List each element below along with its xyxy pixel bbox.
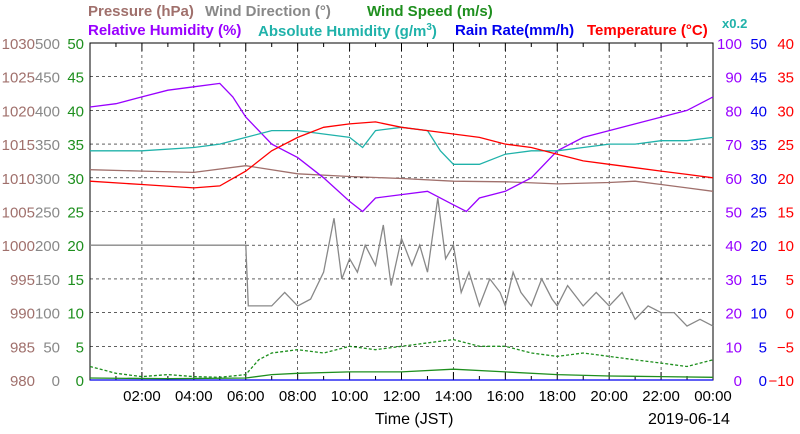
- y-tick-label-rh: 100: [717, 36, 742, 53]
- y-tick-label-pressure: 1005: [2, 205, 35, 222]
- y-tick-label-rain: 35: [750, 137, 767, 154]
- y-tick-label-wind-dir: 200: [35, 238, 60, 255]
- x-tick-label: 02:00: [123, 388, 161, 405]
- x-tick-label: 20:00: [590, 388, 628, 405]
- y-tick-label-rain: 20: [750, 238, 767, 255]
- y-tick-label-wind-dir: 150: [35, 272, 60, 289]
- y-tick-label-temp: 20: [777, 171, 794, 188]
- y-tick-label-rh: 40: [725, 238, 742, 255]
- y-tick-label-wind-speed: 35: [67, 137, 84, 154]
- y-tick-label-wind-dir: 350: [35, 137, 60, 154]
- y-tick-label-wind-speed: 20: [67, 238, 84, 255]
- y-tick-label-wind-speed: 30: [67, 171, 84, 188]
- y-tick-label-rh: 30: [725, 272, 742, 289]
- x-tick-label: 18:00: [538, 388, 576, 405]
- legend-absolute-humidity: Absolute Humidity (g/m3): [258, 22, 437, 40]
- y-tick-label-temp: 35: [777, 70, 794, 87]
- legend-relative-humidity: Relative Humidity (%): [88, 22, 242, 39]
- y-tick-label-wind-speed: 25: [67, 205, 84, 222]
- y-tick-label-pressure: 1030: [2, 36, 35, 53]
- y-tick-label-rain: 45: [750, 70, 767, 87]
- y-tick-label-temp: 40: [777, 36, 794, 53]
- y-tick-label-rain: 0: [759, 373, 767, 390]
- y-tick-label-rh: 0: [734, 373, 742, 390]
- y-tick-label-rain: 25: [750, 205, 767, 222]
- x-tick-label: 08:00: [279, 388, 317, 405]
- y-tick-label-wind-speed: 40: [67, 103, 84, 120]
- x-axis-label: Time (JST): [375, 411, 454, 428]
- y-tick-label-pressure: 1015: [2, 137, 35, 154]
- y-tick-label-temp: −10: [769, 373, 794, 390]
- legend-rain-rate: Rain Rate(mm/h): [455, 22, 575, 39]
- series-line: [89, 121, 714, 189]
- y-tick-label-temp: 5: [786, 272, 794, 289]
- x-tick-label: 06:00: [227, 388, 265, 405]
- y-tick-label-wind-dir: 450: [35, 70, 60, 87]
- series-line: [89, 165, 714, 192]
- y-tick-label-wind-speed: 50: [67, 36, 84, 53]
- y-tick-label-pressure: 1010: [2, 171, 35, 188]
- y-tick-label-pressure: 995: [10, 272, 35, 289]
- y-tick-label-rh: 60: [725, 171, 742, 188]
- x-tick-label: 22:00: [642, 388, 680, 405]
- x-tick-label: 12:00: [383, 388, 421, 405]
- y-tick-label-wind-speed: 0: [76, 373, 84, 390]
- y-tick-label-wind-dir: 300: [35, 171, 60, 188]
- y-tick-label-temp: 10: [777, 238, 794, 255]
- y-tick-label-wind-dir: 50: [43, 339, 60, 356]
- y-tick-label-temp: 0: [786, 306, 794, 323]
- y-tick-label-wind-speed: 5: [76, 339, 84, 356]
- y-tick-label-temp: −5: [777, 339, 794, 356]
- y-tick-label-rain: 50: [750, 36, 767, 53]
- y-tick-label-rh: 10: [725, 339, 742, 356]
- y-tick-label-pressure: 990: [10, 306, 35, 323]
- y-tick-label-wind-dir: 0: [52, 373, 60, 390]
- legend-wind-direction: Wind Direction (°): [205, 3, 331, 20]
- y-tick-label-rh: 20: [725, 306, 742, 323]
- y-tick-label-pressure: 980: [10, 373, 35, 390]
- series-line: [90, 197, 714, 327]
- y-tick-label-rain: 30: [750, 171, 767, 188]
- y-tick-label-temp: 15: [777, 205, 794, 222]
- legend-pressure: Pressure (hPa): [88, 3, 194, 20]
- y-tick-label-wind-speed: 45: [67, 70, 84, 87]
- y-tick-label-wind-speed: 15: [67, 272, 84, 289]
- date-label: 2019-06-14: [648, 411, 730, 428]
- y-tick-label-rain: 15: [750, 272, 767, 289]
- legend-temperature: Temperature (°C): [587, 22, 708, 39]
- y-tick-label-rain: 10: [750, 306, 767, 323]
- y-tick-label-rh: 80: [725, 103, 742, 120]
- y-tick-label-wind-dir: 500: [35, 36, 60, 53]
- x-tick-label: 00:00: [694, 388, 732, 405]
- y-tick-label-rain: 5: [759, 339, 767, 356]
- legend-wind-speed: Wind Speed (m/s): [367, 3, 493, 20]
- y-tick-label-pressure: 1000: [2, 238, 35, 255]
- legend-ah-scale: x0.2: [722, 16, 748, 31]
- y-tick-label-rh: 50: [725, 205, 742, 222]
- y-tick-label-wind-speed: 10: [67, 306, 84, 323]
- y-tick-label-pressure: 985: [10, 339, 35, 356]
- x-tick-label: 04:00: [175, 388, 213, 405]
- y-tick-label-pressure: 1020: [2, 103, 35, 120]
- y-tick-label-rh: 70: [725, 137, 742, 154]
- y-tick-label-pressure: 1025: [2, 70, 35, 87]
- x-tick-label: 10:00: [331, 388, 369, 405]
- y-tick-label-rain: 40: [750, 103, 767, 120]
- y-tick-label-temp: 25: [777, 137, 794, 154]
- y-tick-label-wind-dir: 100: [35, 306, 60, 323]
- y-tick-label-temp: 30: [777, 103, 794, 120]
- y-tick-label-wind-dir: 400: [35, 103, 60, 120]
- x-tick-label: 16:00: [487, 388, 525, 405]
- x-tick-label: 14:00: [435, 388, 473, 405]
- y-tick-label-wind-dir: 250: [35, 205, 60, 222]
- series-line: [89, 82, 714, 213]
- y-tick-label-rh: 90: [725, 70, 742, 87]
- series-line: [89, 368, 714, 380]
